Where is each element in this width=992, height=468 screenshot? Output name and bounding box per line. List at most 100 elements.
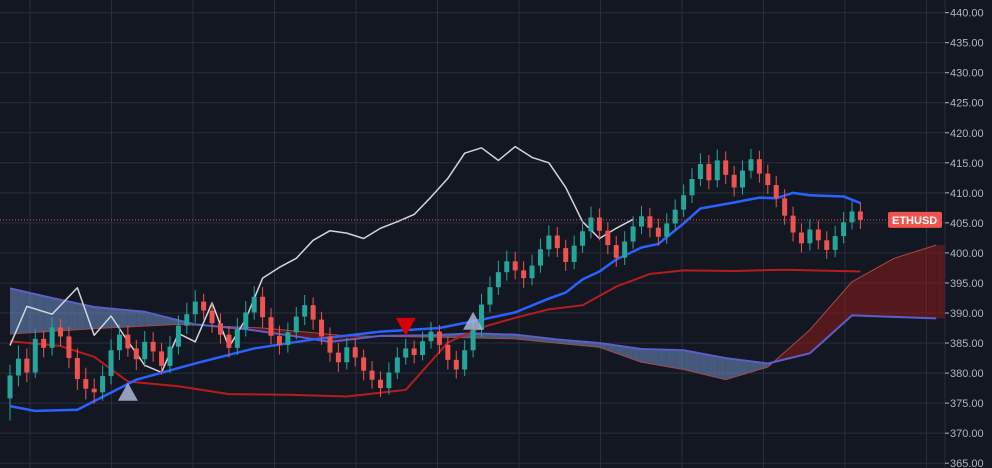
- cloud-segment: [658, 349, 667, 367]
- candle-body: [133, 348, 139, 360]
- candle-body: [765, 173, 771, 186]
- cloud-segment: [784, 344, 794, 360]
- candle-body: [74, 358, 80, 380]
- candle-body: [740, 170, 746, 188]
- cloud-segment: [868, 267, 878, 317]
- cloud-segment: [43, 296, 53, 332]
- candle-body: [268, 317, 274, 336]
- cloud-segment: [26, 292, 36, 333]
- candle-body: [302, 305, 308, 317]
- price-tag: ETHUSD: [0, 211, 942, 228]
- cloud-segment: [910, 250, 920, 318]
- candle-body: [798, 232, 804, 244]
- candle-body: [150, 341, 156, 352]
- candle-body: [167, 346, 173, 366]
- cloud-segment: [675, 350, 684, 370]
- candle-body: [723, 160, 729, 175]
- candle-body: [116, 334, 122, 351]
- price-tick-label: 440.00: [950, 8, 984, 20]
- candle-body: [487, 287, 493, 305]
- cloud-segment: [624, 346, 634, 360]
- cloud-segment: [136, 310, 145, 327]
- cloud-segment: [852, 277, 861, 316]
- cloud-segment: [692, 351, 701, 374]
- candle-body: [605, 230, 611, 246]
- candle-body: [201, 301, 207, 311]
- candle-body: [285, 332, 291, 345]
- candle-body: [588, 217, 594, 232]
- candle-body: [554, 235, 560, 249]
- price-tick-label: 385.00: [950, 338, 984, 350]
- price-tag-background: [888, 211, 942, 228]
- candle-body: [495, 272, 501, 288]
- cloud-segment: [894, 255, 903, 318]
- candle-body: [697, 164, 703, 180]
- candle-body: [453, 359, 459, 370]
- candle-body: [841, 222, 847, 237]
- candle-body: [411, 348, 417, 356]
- cloud-segment: [666, 349, 676, 369]
- bearish-signal-triangle: [395, 317, 416, 336]
- cloud-segment: [742, 360, 751, 375]
- cloud-segment: [801, 329, 810, 356]
- candle-body: [394, 357, 400, 373]
- cloud-segment: [111, 308, 120, 328]
- kijun-line: [9, 268, 861, 398]
- cloud-segment: [607, 344, 617, 354]
- indicator-lines: [9, 145, 937, 413]
- price-axis[interactable]: 440.00 435.00 430.00 425.00 420.00 415.00 410.…: [944, 0, 992, 468]
- price-tick-label: 435.00: [950, 38, 984, 50]
- cloud-segment: [18, 290, 27, 334]
- candle-body: [125, 334, 131, 349]
- cloud-segment: [641, 349, 650, 364]
- cloud-segment: [835, 291, 844, 331]
- candle-body: [849, 211, 855, 223]
- candle-body: [512, 261, 518, 271]
- cloud-segment: [793, 337, 802, 358]
- cloud-segment: [843, 281, 852, 323]
- candle-body: [335, 352, 341, 363]
- candle-body: [689, 179, 695, 196]
- candle-body: [327, 336, 333, 353]
- candle-body: [344, 347, 350, 363]
- candle-body: [243, 312, 249, 330]
- price-tick-label: 365.00: [950, 458, 984, 468]
- cloud-segment: [60, 299, 69, 331]
- price-tick-label: 400.00: [950, 248, 984, 260]
- candle-body: [571, 245, 577, 262]
- candle-body: [563, 248, 569, 262]
- candle-body: [596, 217, 602, 231]
- candle-body: [91, 388, 97, 393]
- candle-body: [192, 301, 198, 315]
- cloud-segment: [633, 347, 642, 363]
- cloud-segment: [717, 356, 726, 380]
- cloud-segment: [927, 245, 937, 319]
- candle-body: [479, 304, 485, 330]
- candle-body: [175, 325, 181, 347]
- price-tick-label: 430.00: [950, 68, 984, 80]
- candle-body: [32, 338, 38, 373]
- cloud-segment: [818, 310, 827, 346]
- cloud-segment: [936, 245, 945, 319]
- cloud-segment: [10, 288, 19, 335]
- candle-body: [293, 316, 299, 333]
- cloud-segment: [750, 361, 760, 373]
- bullish-signal-triangle: [117, 382, 138, 401]
- candle-body: [436, 331, 442, 345]
- candle-body: [748, 159, 754, 171]
- candle-body: [790, 215, 796, 233]
- candle-body: [824, 240, 830, 250]
- cloud-segment: [649, 349, 659, 366]
- candle-body: [613, 245, 619, 258]
- cloud-segment: [809, 320, 819, 354]
- signal-markers: [117, 311, 484, 401]
- cloud-segment: [153, 313, 162, 326]
- candle-body: [807, 229, 813, 244]
- candle-body: [251, 296, 257, 313]
- cloud-segment: [94, 306, 103, 329]
- cloud-segment: [826, 300, 836, 339]
- candle-body: [622, 241, 628, 258]
- candle-body: [15, 358, 21, 376]
